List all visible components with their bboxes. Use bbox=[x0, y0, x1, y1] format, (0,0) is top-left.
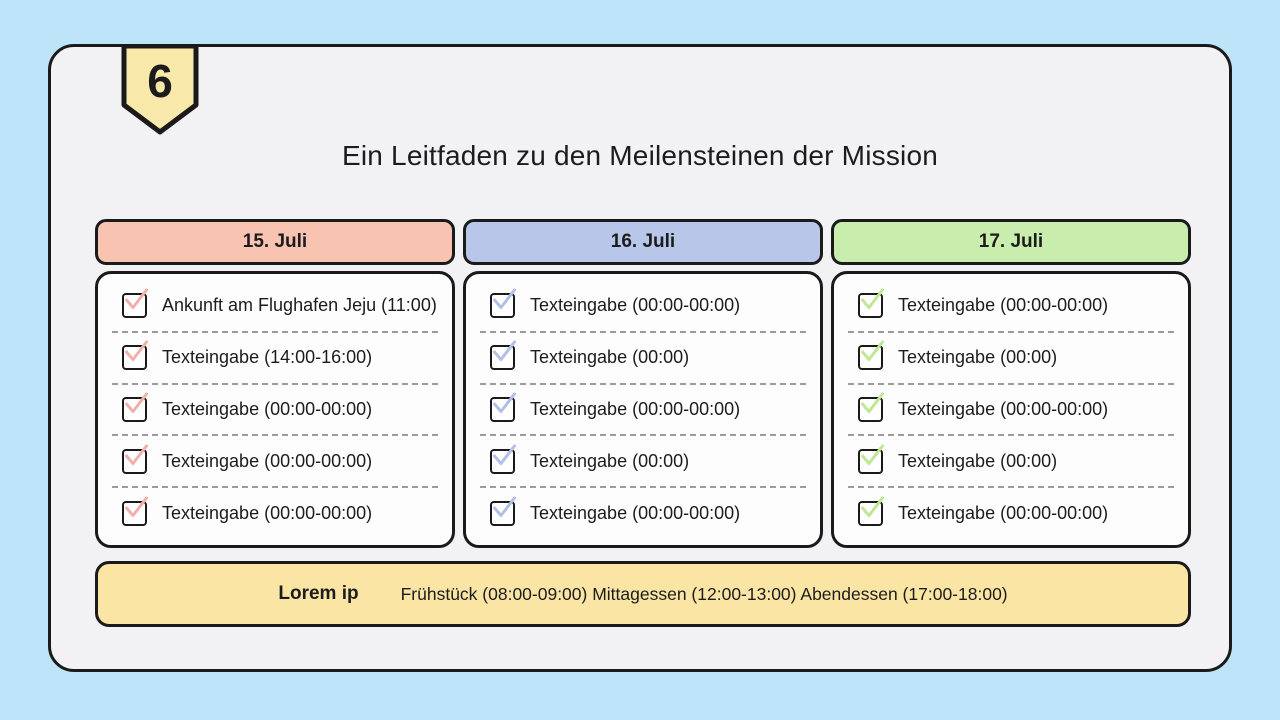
item-label: Texteingabe (00:00-00:00) bbox=[530, 398, 741, 419]
checklist-item: Texteingabe (00:00-00:00) bbox=[834, 385, 1188, 435]
item-label: Texteingabe (00:00-00:00) bbox=[898, 295, 1109, 316]
checkmark-icon bbox=[861, 340, 884, 362]
checklist-item: Texteingabe (00:00-00:00) bbox=[466, 385, 820, 435]
dashed-divider bbox=[112, 434, 438, 437]
badge-number: 6 bbox=[147, 55, 173, 107]
date-header-label: 17. Juli bbox=[978, 231, 1044, 252]
bookmark-icon bbox=[121, 44, 199, 135]
checkbox[interactable] bbox=[490, 444, 516, 474]
checkbox[interactable] bbox=[122, 340, 148, 371]
checkbox[interactable] bbox=[858, 496, 884, 526]
day-columns: 15. Juli Ankunft am Flughafen Jeju (11:0… bbox=[95, 219, 1191, 548]
checkbox[interactable] bbox=[490, 288, 516, 319]
checklist-item: Texteingabe (00:00-00:00) bbox=[466, 488, 820, 538]
checkmark-icon bbox=[125, 392, 148, 413]
item-label: Ankunft am Flughafen Jeju (11:00) bbox=[162, 295, 437, 316]
checklist-item: Texteingabe (00:00-00:00) bbox=[98, 436, 452, 486]
item-label: Texteingabe (00:00-00:00) bbox=[162, 450, 373, 471]
checklist-item: Texteingabe (00:00) bbox=[466, 436, 820, 486]
checklist-card: Texteingabe (00:00-00:00) Texteingabe (0… bbox=[831, 271, 1191, 548]
checkbox[interactable] bbox=[122, 496, 148, 526]
checklist-item: Texteingabe (00:00-00:00) bbox=[98, 385, 452, 435]
dashed-divider bbox=[480, 486, 806, 489]
checkbox[interactable] bbox=[490, 496, 516, 526]
checkmark-icon bbox=[125, 496, 148, 517]
checkmark-icon bbox=[493, 444, 516, 465]
dashed-divider bbox=[480, 330, 806, 333]
checklist-item: Ankunft am Flughafen Jeju (11:00) bbox=[98, 281, 452, 331]
checkbox[interactable] bbox=[858, 288, 884, 319]
checkmark-icon bbox=[493, 496, 516, 517]
date-header: 16. Juli bbox=[463, 219, 823, 265]
footer-bar: Lorem ip Frühstück (08:00-09:00) Mittage… bbox=[95, 561, 1191, 627]
dashed-divider bbox=[848, 330, 1174, 333]
dashed-divider bbox=[112, 486, 438, 489]
item-label: Texteingabe (00:00-00:00) bbox=[162, 502, 373, 523]
checklist-item: Texteingabe (14:00-16:00) bbox=[98, 333, 452, 383]
checklist-item: Texteingabe (00:00) bbox=[834, 333, 1188, 383]
page-title: Ein Leitfaden zu den Meilensteinen der M… bbox=[342, 140, 938, 171]
checklist-item: Texteingabe (00:00-00:00) bbox=[834, 488, 1188, 538]
checklist-item: Texteingabe (00:00) bbox=[466, 333, 820, 383]
day-column: 16. Juli Texteingabe (00:00-00:00) Texte… bbox=[463, 219, 823, 548]
checklist-item: Texteingabe (00:00-00:00) bbox=[98, 488, 452, 538]
checkbox[interactable] bbox=[122, 444, 148, 474]
checkmark-icon bbox=[125, 444, 148, 465]
checkmark-icon bbox=[125, 340, 148, 362]
checkbox[interactable] bbox=[490, 392, 516, 422]
dashed-divider bbox=[112, 382, 438, 385]
checkmark-icon bbox=[493, 288, 516, 310]
checkbox[interactable] bbox=[122, 288, 148, 319]
item-label: Texteingabe (00:00-00:00) bbox=[530, 295, 741, 316]
checkmark-icon bbox=[861, 496, 884, 517]
item-label: Texteingabe (00:00) bbox=[530, 450, 690, 471]
checkbox[interactable] bbox=[858, 444, 884, 474]
item-label: Texteingabe (00:00-00:00) bbox=[898, 398, 1109, 419]
dashed-divider bbox=[480, 382, 806, 385]
checkbox[interactable] bbox=[858, 340, 884, 371]
item-label: Texteingabe (00:00) bbox=[530, 347, 690, 368]
checklist-card: Texteingabe (00:00-00:00) Texteingabe (0… bbox=[463, 271, 823, 548]
dashed-divider bbox=[112, 330, 438, 333]
item-label: Texteingabe (00:00-00:00) bbox=[898, 502, 1109, 523]
dashed-divider bbox=[848, 434, 1174, 437]
checkmark-icon bbox=[861, 288, 884, 310]
dashed-divider bbox=[848, 382, 1174, 385]
item-label: Texteingabe (00:00-00:00) bbox=[162, 398, 373, 419]
checkmark-icon bbox=[861, 392, 884, 413]
day-column: 17. Juli Texteingabe (00:00-00:00) Texte… bbox=[831, 219, 1191, 548]
day-column: 15. Juli Ankunft am Flughafen Jeju (11:0… bbox=[95, 219, 455, 548]
checklist-item: Texteingabe (00:00) bbox=[834, 436, 1188, 486]
item-label: Texteingabe (00:00-00:00) bbox=[530, 502, 741, 523]
date-header: 17. Juli bbox=[831, 219, 1191, 265]
checkbox[interactable] bbox=[122, 392, 148, 422]
checkmark-icon bbox=[493, 392, 516, 413]
checkbox[interactable] bbox=[490, 340, 516, 371]
item-label: Texteingabe (00:00) bbox=[898, 450, 1058, 471]
footer-label: Lorem ip bbox=[278, 583, 359, 604]
footer-schedule: Frühstück (08:00-09:00) Mittagessen (12:… bbox=[400, 583, 1008, 604]
checklist-card: Ankunft am Flughafen Jeju (11:00) Textei… bbox=[95, 271, 455, 548]
dashed-divider bbox=[848, 486, 1174, 489]
item-label: Texteingabe (14:00-16:00) bbox=[162, 347, 373, 368]
date-header-label: 16. Juli bbox=[610, 231, 676, 252]
section-number-badge: 6 bbox=[121, 44, 199, 138]
checklist-item: Texteingabe (00:00-00:00) bbox=[466, 281, 820, 331]
dashed-divider bbox=[480, 434, 806, 437]
checkmark-icon bbox=[861, 444, 884, 465]
date-header: 15. Juli bbox=[95, 219, 455, 265]
checkmark-icon bbox=[493, 340, 516, 362]
slide-card: 6 Ein Leitfaden zu den Meilensteinen der… bbox=[48, 44, 1232, 672]
item-label: Texteingabe (00:00) bbox=[898, 347, 1058, 368]
checkmark-icon bbox=[125, 288, 148, 310]
checkbox[interactable] bbox=[858, 392, 884, 422]
checklist-item: Texteingabe (00:00-00:00) bbox=[834, 281, 1188, 331]
date-header-label: 15. Juli bbox=[242, 231, 308, 252]
